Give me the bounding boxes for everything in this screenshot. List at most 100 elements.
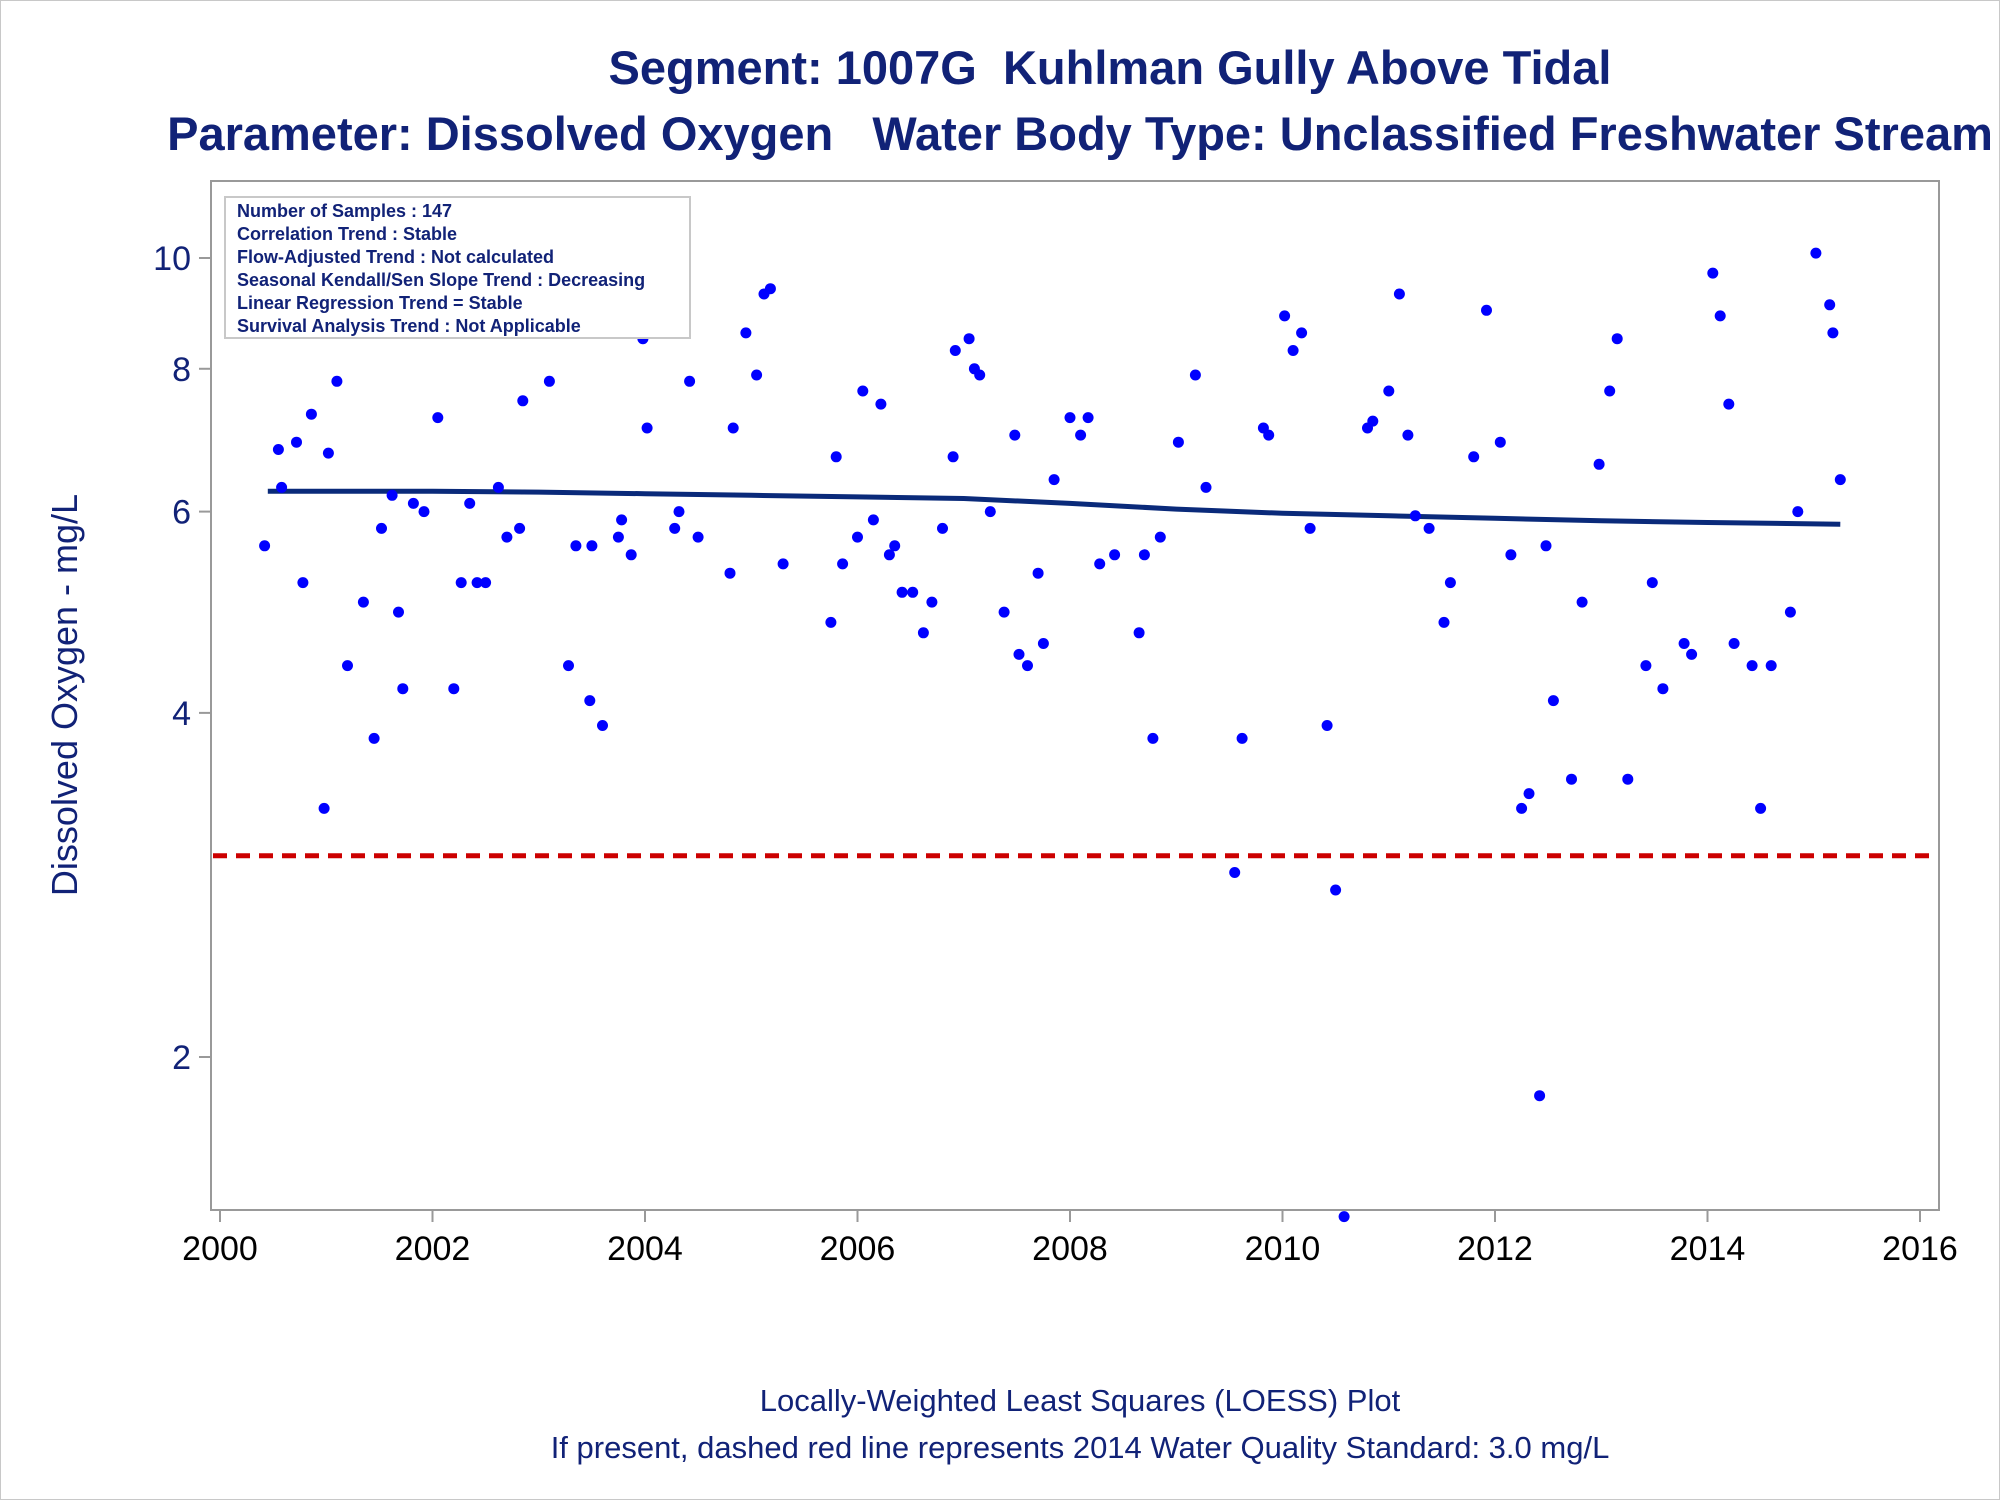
stats-line: Flow-Adjusted Trend : Not calculated xyxy=(237,247,554,267)
data-point xyxy=(1707,267,1719,279)
data-point xyxy=(305,408,317,420)
data-point xyxy=(875,398,887,410)
data-point xyxy=(926,596,938,608)
data-point xyxy=(1409,510,1421,522)
data-point xyxy=(570,540,582,552)
data-point xyxy=(1755,802,1767,814)
data-point xyxy=(1728,638,1740,649)
data-point xyxy=(896,586,908,598)
data-point xyxy=(857,385,869,397)
data-point xyxy=(1540,540,1552,552)
footnote-standard: If present, dashed red line represents 2… xyxy=(550,1430,1610,1465)
data-point xyxy=(357,596,369,608)
data-point xyxy=(1523,788,1535,800)
data-point xyxy=(386,489,398,501)
data-point xyxy=(867,514,879,526)
data-point xyxy=(692,531,704,543)
data-point xyxy=(764,283,776,295)
x-tick-label: 2012 xyxy=(1457,1230,1533,1268)
data-point xyxy=(297,577,309,589)
data-point xyxy=(1468,451,1480,463)
data-point xyxy=(963,333,975,345)
data-point xyxy=(1765,660,1777,672)
data-point xyxy=(889,540,901,552)
data-point xyxy=(492,481,504,493)
stats-line: Correlation Trend : Stable xyxy=(237,224,457,244)
data-point xyxy=(612,531,624,543)
data-point xyxy=(1784,606,1796,618)
x-axis: 2000 2002 2004 2006 2008 2010 2012 2014 2016 xyxy=(182,1210,1958,1268)
data-point xyxy=(1263,429,1275,441)
data-point xyxy=(917,627,929,639)
data-point xyxy=(1746,660,1758,672)
data-point xyxy=(1133,627,1145,639)
data-point xyxy=(837,558,849,570)
data-point xyxy=(751,369,763,381)
x-tick-label: 2002 xyxy=(395,1230,471,1268)
data-point xyxy=(740,327,752,339)
data-point xyxy=(1714,310,1726,322)
data-point xyxy=(830,451,842,463)
x-tick-label: 2008 xyxy=(1032,1230,1108,1268)
data-point xyxy=(1279,310,1291,322)
data-point xyxy=(1109,549,1121,561)
data-point xyxy=(1236,732,1248,744)
data-point xyxy=(974,369,986,381)
footnote-loess: Locally-Weighted Least Squares (LOESS) P… xyxy=(759,1383,1401,1418)
data-point xyxy=(947,451,959,463)
x-tick-label: 2014 xyxy=(1670,1230,1746,1268)
data-point xyxy=(1534,1090,1546,1102)
data-point xyxy=(1678,638,1690,649)
data-point xyxy=(418,506,430,518)
data-point xyxy=(998,606,1010,618)
y-axis-label: Dissolved Oxygen - mg/L xyxy=(44,494,85,896)
data-point xyxy=(342,660,353,672)
data-point xyxy=(724,567,736,579)
x-tick-label: 2000 xyxy=(182,1230,258,1268)
data-point xyxy=(1172,436,1184,448)
data-point xyxy=(1622,773,1634,785)
data-point xyxy=(883,549,895,561)
y-tick-label: 2 xyxy=(172,1039,191,1077)
data-point xyxy=(777,558,789,570)
data-point xyxy=(1330,884,1342,896)
data-point xyxy=(1686,648,1698,660)
data-point xyxy=(397,683,409,695)
trend-stats-box: Number of Samples : 147 Correlation Trend… xyxy=(224,196,691,339)
data-point xyxy=(1834,474,1846,486)
data-point xyxy=(669,522,681,534)
data-point xyxy=(852,531,863,543)
data-point xyxy=(1494,436,1506,448)
data-point xyxy=(937,522,948,534)
data-point xyxy=(1657,683,1669,695)
data-point xyxy=(1576,596,1588,608)
plot-area xyxy=(210,180,1940,1211)
data-point xyxy=(407,497,419,509)
data-point xyxy=(432,412,444,424)
data-point xyxy=(1075,429,1087,441)
data-point xyxy=(563,660,574,672)
stats-box-border xyxy=(224,196,691,339)
stats-line: Linear Regression Trend = Stable xyxy=(237,293,523,313)
data-point xyxy=(543,375,555,387)
chart-subtitle: Parameter: Dissolved Oxygen Water Body T… xyxy=(167,107,1993,160)
data-point xyxy=(584,695,596,707)
data-point xyxy=(464,497,476,509)
data-point xyxy=(625,549,637,561)
data-point xyxy=(1611,333,1623,345)
loess-trend-line xyxy=(267,488,1841,527)
data-point xyxy=(376,522,387,534)
x-tick-label: 2006 xyxy=(820,1230,896,1268)
stats-line: Survival Analysis Trend : Not Applicable xyxy=(237,316,581,336)
data-point xyxy=(1338,1211,1350,1223)
data-point xyxy=(641,422,653,434)
data-point xyxy=(1481,304,1492,316)
data-point xyxy=(1022,660,1033,672)
data-point xyxy=(1154,531,1166,543)
data-point xyxy=(1604,385,1616,397)
data-point xyxy=(455,577,467,589)
data-point xyxy=(907,586,919,598)
data-point xyxy=(514,522,526,534)
data-point xyxy=(480,577,492,589)
